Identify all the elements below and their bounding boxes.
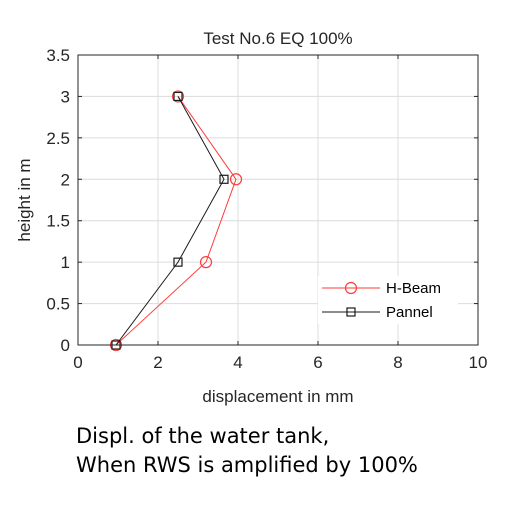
legend-label-pannel: Pannel xyxy=(386,304,433,321)
legend-marker-h-beam xyxy=(344,281,358,295)
legend-marker-pannel xyxy=(346,307,356,317)
y-tick-label: 3.5 xyxy=(46,46,70,65)
x-tick-label: 4 xyxy=(233,353,242,372)
y-tick-label: 2.5 xyxy=(46,129,70,148)
chart-title: Test No.6 EQ 100% xyxy=(203,29,352,48)
y-tick-label: 1 xyxy=(61,253,70,272)
x-tick-label: 10 xyxy=(469,353,488,372)
plot-frame xyxy=(77,54,479,346)
data-point-pannel xyxy=(173,91,183,102)
legend-label-h-beam: H-Beam xyxy=(386,280,441,297)
x-axis-label: displacement in mm xyxy=(202,387,353,406)
series-line-pannel xyxy=(115,96,225,346)
data-point-h-beam xyxy=(199,256,213,269)
legend-box xyxy=(318,276,458,324)
data-point-h-beam xyxy=(229,173,243,186)
data-point-pannel xyxy=(173,257,183,267)
y-axis-label: height in m xyxy=(15,158,34,241)
chart: 0 2 4 6 8 10 0 0.5 1 1.5 2 2.5 3 3.5 Test No.6 EQ 100… xyxy=(15,29,487,406)
ticks: 0 2 4 6 8 10 0 0.5 1 1.5 2 2.5 3 3.5 xyxy=(46,46,487,372)
x-tick-label: 0 xyxy=(73,353,82,372)
caption-line-1: Displ. of the water tank, xyxy=(76,424,330,448)
data-point-pannel xyxy=(219,174,229,184)
series-line-h-beam xyxy=(115,96,237,346)
y-tick-label: 0.5 xyxy=(46,295,70,314)
x-tick-label: 8 xyxy=(393,353,402,372)
y-tick-label: 2 xyxy=(61,170,70,189)
y-tick-label: 1.5 xyxy=(46,212,70,231)
y-tick-label: 3 xyxy=(61,87,70,106)
figure-caption: Displ. of the water tank, When RWS is am… xyxy=(76,422,418,480)
caption-line-2: When RWS is amplified by 100% xyxy=(76,453,418,477)
data-point-h-beam xyxy=(171,90,185,103)
x-tick-label: 6 xyxy=(313,353,322,372)
x-tick-label: 2 xyxy=(153,353,162,372)
legend: H-Beam Pannel xyxy=(318,276,458,324)
y-tick-label: 0 xyxy=(61,336,70,355)
